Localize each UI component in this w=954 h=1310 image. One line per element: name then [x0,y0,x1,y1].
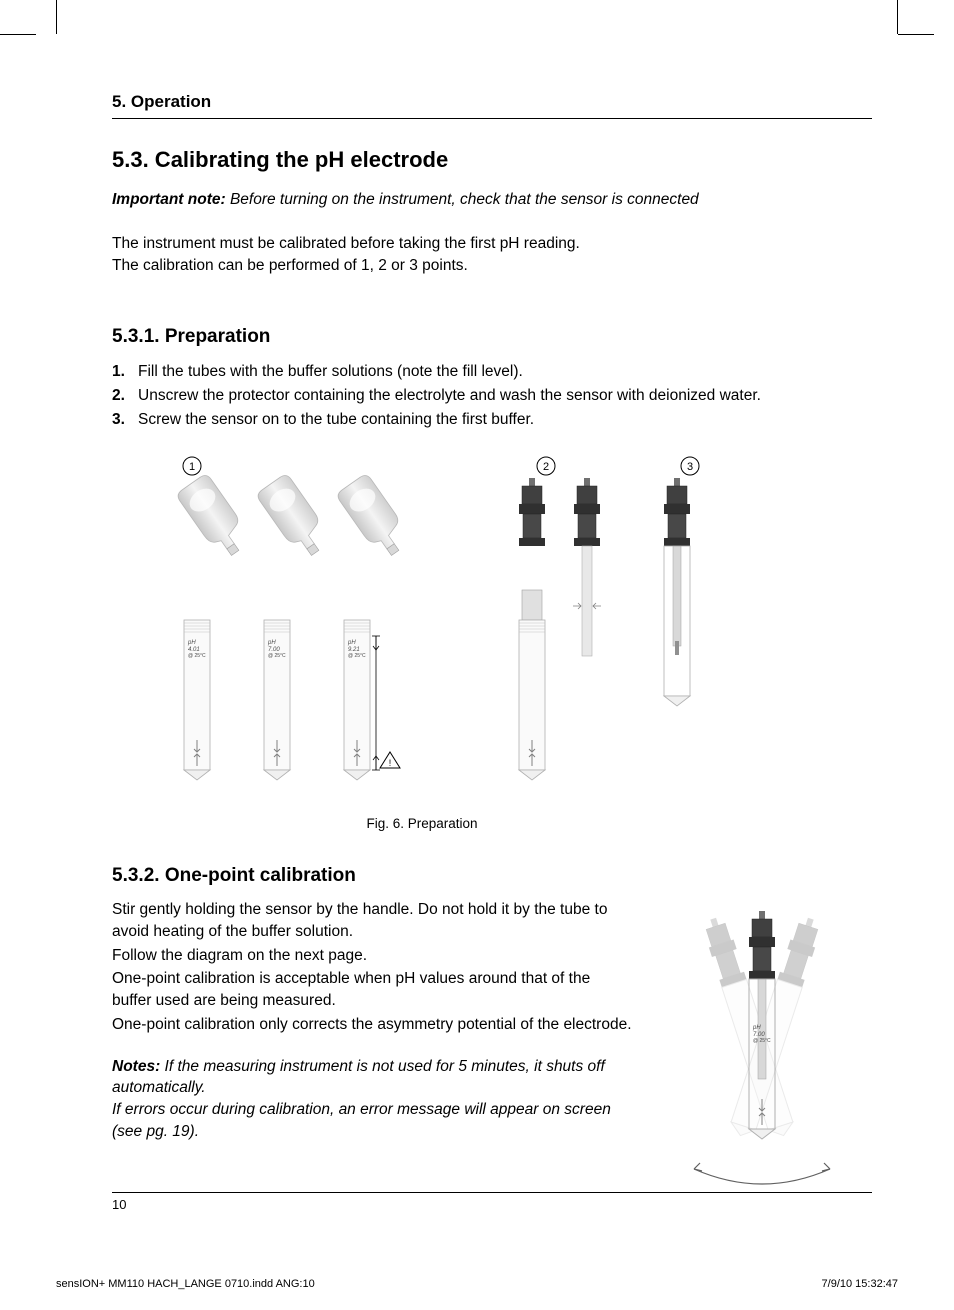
print-footer-right: 7/9/10 15:32:47 [822,1278,898,1290]
intro-line-1: The instrument must be calibrated before… [112,233,872,255]
item-number: 3. [112,408,138,432]
svg-text:1: 1 [189,461,195,473]
svg-text:@ 25°C: @ 25°C [188,653,206,659]
svg-text:3: 3 [687,461,693,473]
item-text: Screw the sensor on to the tube containi… [138,408,534,432]
crop-mark [898,34,934,35]
chapter-heading: 5. Operation [112,92,872,119]
item-text: Unscrew the protector containing the ele… [138,384,761,408]
svg-text:@ 25°C: @ 25°C [753,1038,771,1044]
bottle-tube-3: pH 9.21 @ 25°C ! [335,473,413,780]
stir-diagram: pH 7.00 @ 25°C [652,899,872,1219]
body-p2: Follow the diagram on the next page. [112,945,632,967]
important-text: Before turning on the instrument, check … [226,191,699,208]
important-lead: Important note: [112,191,226,208]
crop-mark [0,34,36,35]
notes-lead: Notes: [112,1058,160,1075]
section-title: 5.3. Calibrating the pH electrode [112,147,872,173]
body-p3: One-point calibration is acceptable when… [112,968,632,1011]
page-number: 10 [112,1197,126,1212]
body-p1: Stir gently holding the sensor by the ha… [112,899,632,942]
step-circle-1: 1 [183,457,201,475]
svg-text:2: 2 [543,461,549,473]
subsection-2-body: Stir gently holding the sensor by the ha… [112,899,872,1219]
subsection-1-title: 5.3.1. Preparation [112,326,872,348]
page-content: 5. Operation 5.3. Calibrating the pH ele… [112,92,872,1219]
crop-mark [56,0,57,34]
notes-text-2: If errors occur during calibration, an e… [112,1099,632,1142]
svg-text:!: ! [389,758,392,768]
figure-caption: Fig. 6. Preparation [142,816,702,831]
intro-line-2: The calibration can be performed of 1, 2… [112,255,872,277]
notes-block: Notes: If the measuring instrument is no… [112,1056,632,1143]
svg-text:pH: pH [347,640,356,646]
item-number: 1. [112,360,138,384]
preparation-list: 1.Fill the tubes with the buffer solutio… [112,360,872,432]
subsection-2-title: 5.3.2. One-point calibration [112,865,872,887]
list-item: 3.Screw the sensor on to the tube contai… [112,408,872,432]
bottle-tube-2: pH 7.00 @ 25°C [255,473,333,780]
step-circle-2: 2 [537,457,555,475]
crop-mark [897,0,898,34]
notes-text-1: If the measuring instrument is not used … [112,1058,605,1097]
figure-6: 1 2 3 [142,450,702,810]
intro-block: The instrument must be calibrated before… [112,233,872,276]
page-footer: 10 [112,1192,872,1212]
step-circle-3: 3 [681,457,699,475]
list-item: 2.Unscrew the protector containing the e… [112,384,872,408]
list-item: 1.Fill the tubes with the buffer solutio… [112,360,872,384]
important-note: Important note: Before turning on the in… [112,191,872,209]
bottle-tube-1: pH 4.01 @ 25°C [175,473,253,780]
svg-text:@ 25°C: @ 25°C [348,653,366,659]
svg-text:@ 25°C: @ 25°C [268,653,286,659]
step-3-group: pH 7.00 @ 25°C [664,478,702,780]
svg-text:pH: pH [752,1025,761,1031]
body-p4: One-point calibration only corrects the … [112,1014,632,1036]
print-footer-left: sensION+ MM110 HACH_LANGE 0710.indd ANG:… [56,1278,315,1290]
svg-text:pH: pH [267,640,276,646]
svg-text:pH: pH [187,640,196,646]
item-number: 2. [112,384,138,408]
item-text: Fill the tubes with the buffer solutions… [138,360,523,384]
step-2-group [519,478,601,780]
